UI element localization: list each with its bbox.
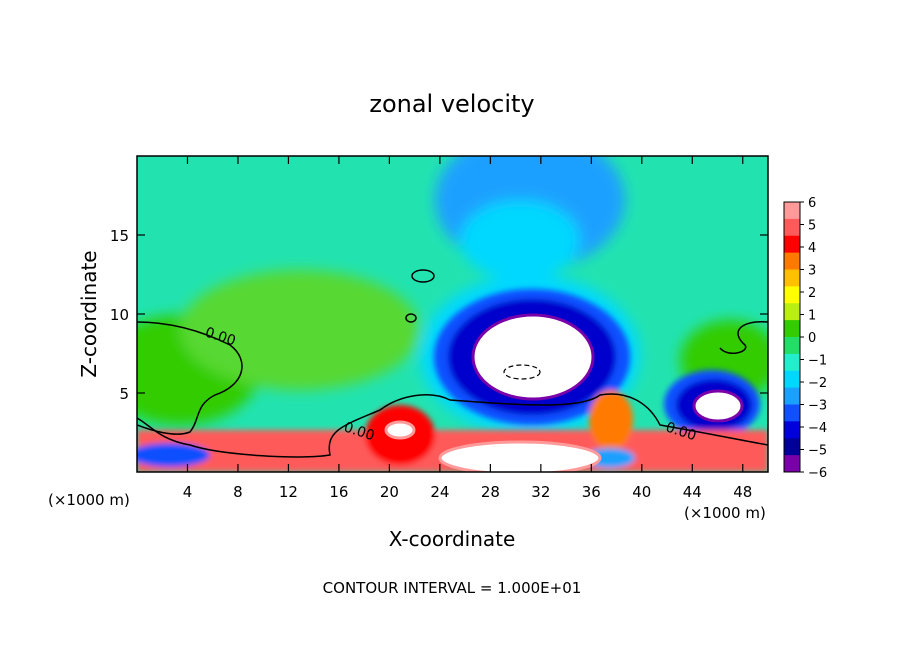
y-tick-label-0: 5	[119, 385, 129, 403]
positive-region-center	[180, 270, 420, 390]
colorbar-label-7: −1	[808, 354, 827, 369]
upper-negative-halo	[460, 200, 580, 280]
blue-pocket-west	[137, 443, 210, 467]
colorbar-label-5: 1	[808, 309, 816, 324]
x-units-right: (×1000 m)	[684, 504, 766, 522]
velocity-field: 0.000.00 0.00	[137, 156, 768, 472]
y-axis-label: Z-coordinate	[77, 250, 101, 377]
surface-core-center	[438, 440, 602, 472]
zero-contour-lines	[137, 269, 768, 458]
colorbar-label-0: 6	[808, 196, 816, 211]
y-tick-label-1: 10	[110, 306, 129, 324]
colorbar-label-3: 3	[808, 264, 816, 279]
colorbar-segment-5	[784, 286, 800, 304]
colorbar-segment-2	[784, 235, 800, 254]
zero-contour-surface	[137, 393, 768, 458]
colorbar-segment-0	[784, 202, 800, 220]
colorbar-segment-13	[784, 421, 800, 439]
plot-area: 0.000.00 0.00 4 8 12 16 20 24 28 32 36 40 44 48 5101…	[110, 155, 769, 501]
colorbar-segment-12	[784, 404, 800, 422]
zero-contour-west	[137, 321, 243, 435]
colorbar-segment-1	[784, 218, 800, 237]
zero-contour-east	[719, 321, 768, 355]
surface-core-west	[384, 420, 416, 440]
colorbar-segment-10	[784, 370, 800, 389]
colorbar-segment-11	[784, 387, 800, 405]
colorbar-label-1: 5	[808, 219, 816, 234]
colorbar-segment-7	[784, 320, 800, 338]
colorbar: 6 5 4 3 2 1 0 −1 −2 −3 −4 −5 −6	[783, 196, 827, 481]
y-tick-label-2: 15	[110, 227, 129, 245]
colorbar-label-9: −3	[808, 399, 827, 414]
x-tick-label-4: 20	[380, 483, 399, 501]
x-axis-ticks: 4 8 12 16 20 24 28 32 36 40 44 48	[183, 156, 752, 501]
x-tick-label-7: 32	[531, 483, 550, 501]
y-axis-ticks: 5 10 15	[110, 227, 768, 403]
colorbar-label-8: −2	[808, 376, 827, 391]
colorbar-segment-4	[784, 269, 800, 287]
colorbar-label-11: −5	[808, 444, 827, 459]
jet-core-east	[692, 389, 744, 423]
colorbar-label-2: 4	[808, 241, 816, 256]
colorbar-segment-3	[784, 252, 800, 270]
x-tick-label-11: 48	[733, 483, 752, 501]
colorbar-label-10: −4	[808, 421, 827, 436]
x-tick-label-1: 8	[233, 483, 243, 501]
colorbar-label-6: 0	[808, 331, 816, 346]
x-tick-label-6: 28	[481, 483, 500, 501]
jet-core-main	[471, 313, 595, 401]
x-tick-label-5: 24	[430, 483, 449, 501]
colorbar-segment-15	[784, 455, 800, 473]
x-axis-label: X-coordinate	[389, 527, 516, 551]
colorbar-label-12: −6	[808, 466, 827, 481]
chart-title: zonal velocity	[369, 90, 534, 118]
x-tick-label-0: 4	[183, 483, 193, 501]
x-units-left: (×1000 m)	[48, 491, 130, 509]
x-tick-label-2: 12	[279, 483, 298, 501]
colorbar-segment-8	[784, 337, 800, 355]
zero-contour-island-b	[405, 313, 417, 323]
x-tick-label-3: 16	[329, 483, 348, 501]
zero-contour-island-a	[411, 269, 435, 283]
colorbar-segment-6	[784, 303, 800, 321]
x-tick-label-10: 44	[683, 483, 702, 501]
negative-contour-dashed	[503, 364, 541, 380]
x-tick-label-9: 40	[632, 483, 651, 501]
colorbar-segment-9	[784, 353, 800, 372]
x-tick-label-8: 36	[582, 483, 601, 501]
contour-interval: CONTOUR INTERVAL = 1.000E+01	[323, 579, 582, 597]
surface-max-37km	[589, 390, 633, 450]
colorbar-segment-14	[784, 438, 800, 456]
colorbar-label-4: 2	[808, 286, 816, 301]
